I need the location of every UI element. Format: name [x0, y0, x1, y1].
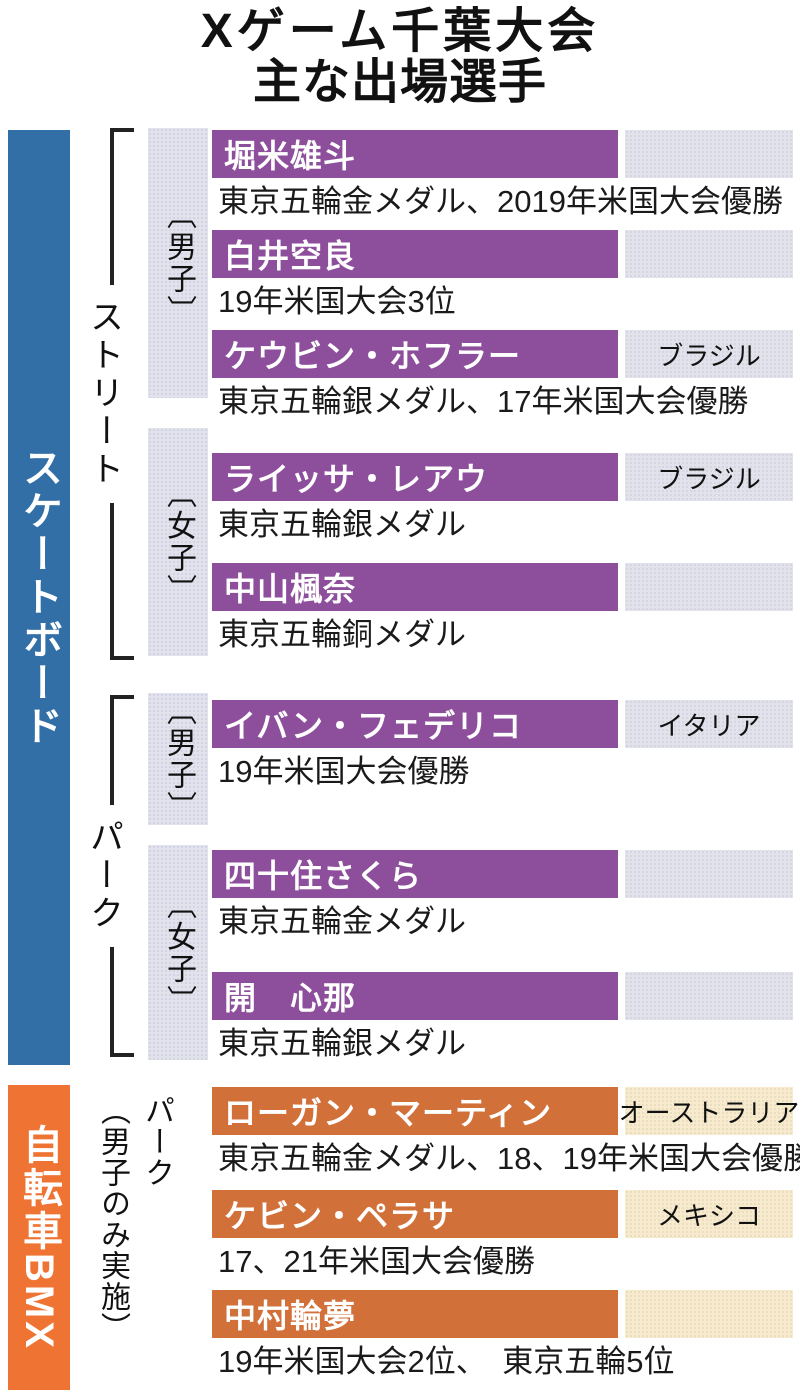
athlete-name: ケビン・ペラサ [224, 1198, 456, 1234]
athlete-desc: 東京五輪金メダル、18、19年米国大会優勝 [218, 1141, 800, 1176]
athlete-name: 中村輪夢 [224, 1298, 357, 1334]
athlete-name-bar: 開 心那 [212, 972, 618, 1020]
athlete-desc: 17、21年米国大会優勝 [218, 1244, 535, 1279]
page-title: Xゲーム千葉大会 主な出場選手 [0, 6, 800, 108]
country-band: オーストラリア [619, 1087, 799, 1135]
bmx-group-label: パーク （男子のみ実施） [92, 1095, 178, 1395]
athlete-row: 開 心那 東京五輪銀メダル [0, 972, 800, 1072]
athlete-name-bar: ケビン・ペラサ [212, 1190, 618, 1238]
park-womens-label: 〔女子〕 [162, 888, 195, 1017]
athlete-name: 開 心那 [224, 980, 357, 1016]
section-label-bmx: 自転車BMX [17, 1124, 61, 1351]
athlete-name: ライッサ・レアウ [224, 461, 489, 497]
country-band: メキシコ [625, 1190, 793, 1238]
athlete-desc: 東京五輪金メダル、2019年米国大会優勝 [218, 184, 783, 219]
athlete-name-bar: ケウビン・ホフラー [212, 330, 618, 378]
park-mens-label: 〔男子〕 [162, 695, 195, 823]
street-womens-label: 〔女子〕 [162, 478, 195, 606]
group-label-park: パーク [77, 805, 131, 947]
country-label: ブラジル [657, 340, 761, 371]
athlete-name: ローガン・マーティン [224, 1095, 553, 1131]
country-label: オーストラリア [618, 1097, 800, 1128]
athlete-row: 白井空良 19年米国大会3位 [0, 230, 800, 330]
park-mens-band: 〔男子〕 [148, 693, 208, 825]
country-band: イタリア [625, 700, 793, 748]
athlete-name-bar: 中村輪夢 [212, 1290, 618, 1338]
park-womens-band: 〔女子〕 [148, 845, 208, 1060]
country-label: イタリア [657, 710, 761, 741]
athlete-name-bar: ローガン・マーティン [212, 1087, 618, 1135]
street-mens-band: 〔男子〕 [148, 128, 208, 398]
section-label-skateboard: スケートボード [17, 447, 61, 748]
athlete-name-bar: 中山楓奈 [212, 563, 618, 611]
athlete-desc: 東京五輪銀メダル [218, 1026, 466, 1061]
section-bar-bmx: 自転車BMX [8, 1085, 70, 1390]
athlete-name-bar: ライッサ・レアウ [212, 453, 618, 501]
athlete-name-bar: イバン・フェデリコ [212, 700, 618, 748]
country-band [625, 1290, 793, 1338]
athlete-row: 堀米雄斗 東京五輪金メダル、2019年米国大会優勝 [0, 130, 800, 230]
country-band [625, 972, 793, 1020]
athlete-desc: 19年米国大会3位 [218, 284, 456, 319]
athlete-row: ローガン・マーティン オーストラリア 東京五輪金メダル、18、19年米国大会優勝 [0, 1087, 800, 1187]
country-label: ブラジル [657, 463, 761, 494]
athlete-desc: 東京五輪銀メダル [218, 507, 466, 542]
athlete-desc: 19年米国大会2位、 東京五輪5位 [218, 1344, 675, 1379]
athlete-row: 中村輪夢 19年米国大会2位、 東京五輪5位 [0, 1290, 800, 1390]
athlete-row: イバン・フェデリコ イタリア 19年米国大会優勝 [0, 700, 800, 800]
country-band [625, 230, 793, 278]
athlete-name-bar: 四十住さくら [212, 850, 618, 898]
country-band: ブラジル [625, 453, 793, 501]
athlete-row: ケビン・ペラサ メキシコ 17、21年米国大会優勝 [0, 1190, 800, 1290]
athlete-name: 中山楓奈 [224, 571, 357, 607]
street-mens-label: 〔男子〕 [162, 199, 195, 327]
group-label-street: ストリート [77, 285, 131, 503]
section-bar-skateboard: スケートボード [8, 130, 70, 1065]
country-band [625, 130, 793, 178]
athlete-row: 中山楓奈 東京五輪銅メダル [0, 563, 800, 663]
athlete-name: 堀米雄斗 [224, 138, 357, 174]
athlete-row: ライッサ・レアウ ブラジル 東京五輪銀メダル [0, 453, 800, 553]
country-band [625, 563, 793, 611]
bmx-group-label-line-2: （男子のみ実施） [96, 1095, 129, 1343]
athlete-name-bar: 堀米雄斗 [212, 130, 618, 178]
park-bracket: パーク [77, 695, 134, 1057]
athlete-desc: 19年米国大会優勝 [218, 754, 470, 789]
athlete-desc: 東京五輪銀メダル、17年米国大会優勝 [218, 384, 749, 419]
athlete-desc: 東京五輪金メダル [218, 904, 466, 939]
athlete-name: イバン・フェデリコ [224, 708, 522, 744]
athlete-name: 四十住さくら [224, 858, 423, 894]
athlete-name-bar: 白井空良 [212, 230, 618, 278]
street-womens-band: 〔女子〕 [148, 428, 208, 656]
athlete-name: 白井空良 [224, 238, 357, 274]
athlete-row: ケウビン・ホフラー ブラジル 東京五輪銀メダル、17年米国大会優勝 [0, 330, 800, 430]
street-bracket: ストリート [77, 128, 134, 660]
country-band: ブラジル [625, 330, 793, 378]
country-label: メキシコ [656, 1200, 761, 1231]
title-line-1: Xゲーム千葉大会 [200, 5, 600, 58]
bmx-group-label-line-1: パーク [140, 1095, 173, 1188]
athlete-row: 四十住さくら 東京五輪金メダル [0, 850, 800, 950]
athlete-desc: 東京五輪銅メダル [218, 617, 466, 652]
title-line-2: 主な出場選手 [252, 56, 547, 109]
athlete-name: ケウビン・ホフラー [224, 338, 522, 374]
country-band [625, 850, 793, 898]
